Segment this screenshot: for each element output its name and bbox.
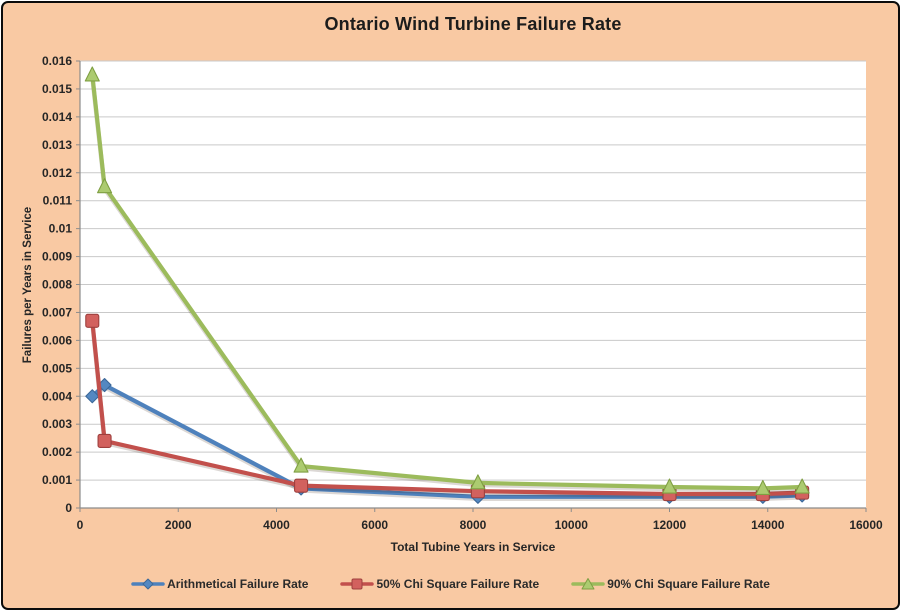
y-axis-title: Failures per Years in Service — [22, 206, 34, 364]
x-tick-label: 16000 — [849, 518, 883, 532]
x-tick-label: 2000 — [165, 518, 192, 532]
y-tick-label: 0.013 — [42, 138, 72, 152]
x-tick-label: 12000 — [653, 518, 687, 532]
y-tick-label: 0.004 — [42, 389, 72, 403]
y-tick-label: 0.012 — [42, 166, 72, 180]
y-tick-label: 0.001 — [42, 473, 72, 487]
y-tick-label: 0.005 — [42, 361, 72, 375]
x-tick-label: 8000 — [460, 518, 487, 532]
y-tick-label: 0.016 — [42, 54, 72, 68]
y-tick-label: 0.01 — [49, 222, 73, 236]
y-tick-label: 0.009 — [42, 250, 72, 264]
y-tick-label: 0.008 — [42, 278, 72, 292]
legend-item-arithmetical: Arithmetical Failure Rate — [131, 577, 308, 591]
y-tick-label: 0.002 — [42, 445, 72, 459]
legend-item-chi-square-50: 50% Chi Square Failure Rate — [340, 577, 539, 591]
triangle-marker — [794, 478, 810, 494]
triangle-marker — [755, 479, 771, 495]
square-marker-icon — [351, 578, 363, 590]
legend-label-chi-square-50: 50% Chi Square Failure Rate — [376, 577, 540, 591]
legend-marker-diamond-icon — [131, 578, 165, 590]
y-tick-label: 0.015 — [42, 82, 72, 96]
square-marker — [85, 313, 100, 328]
x-tick-label: 14000 — [751, 518, 785, 532]
legend-label-chi-square-90: 90% Chi Square Failure Rate — [607, 577, 770, 591]
triangle-marker-icon — [581, 578, 595, 590]
x-axis-title: Total Tubine Years in Service — [390, 540, 556, 554]
x-tick-label: 10000 — [555, 518, 589, 532]
square-marker — [294, 478, 309, 493]
x-tick-label: 4000 — [263, 518, 290, 532]
chart-legend: Arithmetical Failure Rate 50% Chi Square… — [3, 577, 898, 591]
legend-marker-triangle-icon — [571, 578, 605, 590]
y-tick-label: 0.014 — [42, 110, 72, 124]
x-tick-label: 6000 — [361, 518, 388, 532]
legend-marker-square-icon — [340, 578, 375, 590]
x-tick-label: 0 — [77, 518, 84, 532]
triangle-marker — [84, 66, 100, 82]
square-marker — [97, 433, 112, 449]
y-tick-label: 0.011 — [43, 194, 73, 208]
legend-label-arithmetical: Arithmetical Failure Rate — [167, 577, 309, 591]
y-tick-label: 0 — [65, 501, 72, 515]
triangle-marker — [97, 178, 113, 194]
y-tick-label: 0.006 — [42, 333, 72, 347]
plot-svg: 0 0.001 0.002 0.003 0.004 0.005 0.006 0.007 0.00… — [42, 54, 883, 532]
y-tick-label: 0.007 — [42, 305, 72, 319]
triangle-marker — [293, 457, 309, 473]
triangle-marker — [661, 478, 678, 494]
triangle-marker — [470, 474, 486, 490]
diamond-marker — [85, 389, 100, 404]
y-tick-label: 0.003 — [42, 417, 72, 431]
legend-item-chi-square-90: 90% Chi Square Failure Rate — [571, 577, 770, 591]
chart-title: Ontario Wind Turbine Failure Rate — [324, 14, 622, 34]
diamond-marker-icon — [142, 578, 154, 590]
